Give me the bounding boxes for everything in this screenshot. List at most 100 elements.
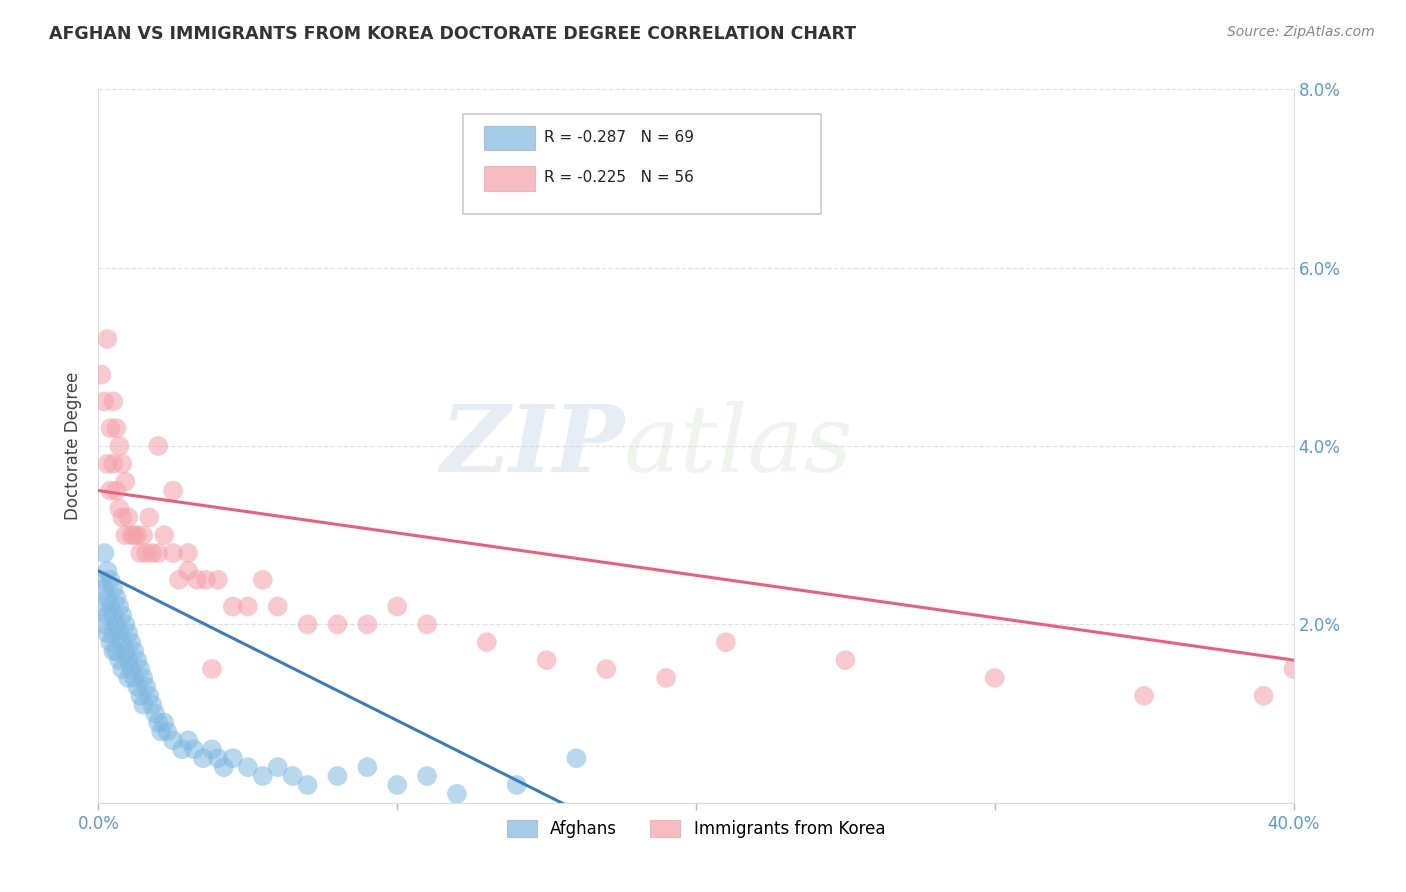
Point <box>141 698 163 712</box>
Point <box>114 617 136 632</box>
Point <box>103 457 125 471</box>
Point <box>103 582 125 596</box>
Point <box>984 671 1007 685</box>
Point <box>207 573 229 587</box>
Point <box>103 394 125 409</box>
Point <box>148 715 170 730</box>
Point <box>132 698 155 712</box>
Point <box>153 715 176 730</box>
Point <box>141 546 163 560</box>
Point <box>124 528 146 542</box>
Point <box>385 599 409 614</box>
Point <box>207 751 229 765</box>
Text: AFGHAN VS IMMIGRANTS FROM KOREA DOCTORATE DEGREE CORRELATION CHART: AFGHAN VS IMMIGRANTS FROM KOREA DOCTORAT… <box>49 25 856 43</box>
Point <box>714 635 737 649</box>
Text: R = -0.287   N = 69: R = -0.287 N = 69 <box>544 129 695 145</box>
Point <box>111 457 134 471</box>
Point <box>93 617 115 632</box>
Point <box>96 332 118 346</box>
Point <box>506 778 529 792</box>
Point <box>98 483 122 498</box>
Point <box>416 769 439 783</box>
Point <box>120 635 142 649</box>
Point <box>177 733 200 747</box>
Point <box>172 742 194 756</box>
Point <box>156 724 179 739</box>
Point <box>162 546 184 560</box>
Point <box>252 769 274 783</box>
Point <box>93 546 115 560</box>
Point <box>93 582 115 596</box>
Point <box>195 573 218 587</box>
Point <box>103 644 125 658</box>
Point <box>191 751 214 765</box>
Point <box>297 617 319 632</box>
Point <box>127 528 149 542</box>
Point <box>297 778 319 792</box>
Point <box>475 635 498 649</box>
Point <box>90 368 112 382</box>
Point <box>124 671 146 685</box>
Point <box>416 617 439 632</box>
Point <box>105 617 128 632</box>
Point <box>96 564 118 578</box>
Point <box>135 680 157 694</box>
Legend: Afghans, Immigrants from Korea: Afghans, Immigrants from Korea <box>501 813 891 845</box>
Point <box>1282 662 1305 676</box>
Point <box>114 528 136 542</box>
Point <box>127 653 149 667</box>
Point <box>183 742 205 756</box>
Point <box>108 599 131 614</box>
Point <box>93 394 115 409</box>
Point <box>111 662 134 676</box>
Point <box>105 644 128 658</box>
Point <box>111 635 134 649</box>
Point <box>127 680 149 694</box>
Point <box>103 626 125 640</box>
Point <box>132 671 155 685</box>
Point <box>117 671 139 685</box>
Point <box>129 662 152 676</box>
Point <box>177 564 200 578</box>
Point <box>111 510 134 524</box>
Point <box>143 706 166 721</box>
Point <box>201 662 224 676</box>
Point <box>96 591 118 605</box>
FancyBboxPatch shape <box>463 114 821 214</box>
Point <box>103 608 125 623</box>
Text: ZIP: ZIP <box>440 401 624 491</box>
Point <box>356 760 378 774</box>
Point <box>153 528 176 542</box>
FancyBboxPatch shape <box>485 126 534 150</box>
Point <box>385 778 409 792</box>
Point <box>281 769 304 783</box>
Y-axis label: Doctorate Degree: Doctorate Degree <box>65 372 83 520</box>
Point <box>105 591 128 605</box>
Point <box>129 689 152 703</box>
Point <box>186 573 208 587</box>
Point <box>114 644 136 658</box>
Point <box>117 510 139 524</box>
Point <box>162 733 184 747</box>
Point <box>446 787 468 801</box>
FancyBboxPatch shape <box>485 166 534 191</box>
Point <box>201 742 224 756</box>
Point <box>120 528 142 542</box>
Point <box>222 751 245 765</box>
Point <box>120 662 142 676</box>
Point <box>1253 689 1275 703</box>
Point <box>108 626 131 640</box>
Point <box>177 546 200 560</box>
Point <box>108 501 131 516</box>
Point <box>167 573 190 587</box>
Point <box>267 760 290 774</box>
Point <box>135 546 157 560</box>
Point <box>834 653 856 667</box>
Point <box>150 724 173 739</box>
Point <box>162 483 184 498</box>
Point <box>90 573 112 587</box>
Point <box>96 608 118 623</box>
Point <box>96 626 118 640</box>
Point <box>132 528 155 542</box>
Point <box>326 769 349 783</box>
